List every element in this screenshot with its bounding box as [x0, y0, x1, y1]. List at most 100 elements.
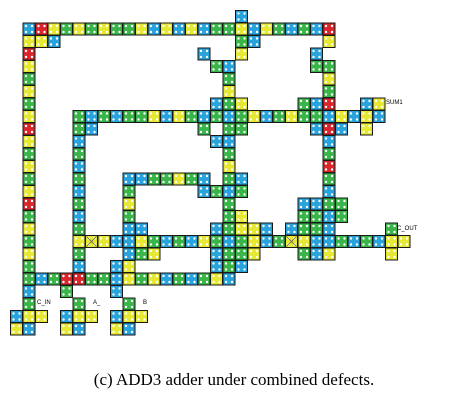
cell-dot	[24, 62, 28, 65]
cell-dot	[62, 24, 65, 28]
cell-dot	[74, 280, 78, 284]
cell-dot	[218, 30, 221, 34]
cell-dot	[318, 105, 321, 109]
cell-dot	[237, 187, 240, 190]
cell-dot	[87, 30, 90, 34]
cell-dot	[343, 212, 346, 215]
cell-dot	[49, 30, 53, 34]
qca-cell	[97, 235, 111, 248]
cell-dot	[30, 299, 34, 303]
cell-dot	[124, 187, 128, 190]
qca-cell	[322, 85, 336, 98]
cell-dot	[224, 262, 228, 265]
cell-dot	[324, 224, 328, 228]
cell-dot	[262, 224, 265, 228]
cell-dot	[318, 224, 321, 228]
qca-cell	[222, 222, 236, 236]
cell-dot	[30, 112, 34, 115]
cell-dot	[230, 237, 234, 240]
cell-dot	[130, 118, 134, 121]
cell-dot	[24, 324, 28, 328]
cell-dot	[149, 180, 153, 184]
cell-dot	[105, 24, 109, 28]
cell-dot	[305, 224, 309, 228]
cell-dot	[49, 37, 53, 40]
cell-dot	[343, 205, 346, 209]
qca-cell	[22, 172, 36, 186]
cell-dot	[24, 130, 28, 134]
cell-dot	[299, 237, 303, 240]
qca-cell	[222, 185, 236, 198]
cell-dot	[237, 174, 240, 178]
cell-dot	[93, 24, 96, 28]
cell-dot	[318, 112, 321, 115]
cell-dot	[312, 124, 315, 128]
cell-dot	[330, 93, 334, 96]
cell-dot	[30, 205, 34, 209]
cell-dot	[312, 99, 315, 103]
cell-dot	[168, 280, 171, 284]
qca-cell	[197, 110, 211, 123]
cell-dot	[318, 249, 321, 253]
cell-dot	[130, 193, 134, 196]
qca-cell	[22, 135, 36, 148]
cell-dot	[237, 37, 240, 40]
cell-dot	[74, 30, 78, 34]
cell-dot	[324, 249, 328, 253]
qca-cell	[72, 210, 86, 223]
cell-dot	[193, 274, 196, 278]
qca-cell	[197, 122, 211, 136]
cell-dot	[243, 112, 246, 115]
cell-dot	[30, 68, 34, 71]
cell-dot	[155, 118, 159, 121]
qca-cell	[297, 197, 311, 211]
cell-dot	[243, 212, 246, 215]
cell-dot	[324, 118, 328, 121]
cell-dot	[324, 205, 328, 209]
cell-dot	[318, 218, 321, 221]
cell-dot	[393, 243, 396, 246]
cell-dot	[187, 274, 190, 278]
cell-dot	[218, 243, 221, 246]
cell-dot	[99, 118, 103, 121]
cell-dot	[174, 118, 178, 121]
cell-dot	[30, 143, 34, 146]
cell-dot	[249, 24, 253, 28]
qca-cell	[347, 110, 361, 123]
cell-dot	[243, 255, 246, 259]
cell-dot	[130, 324, 134, 328]
qca-cell	[322, 72, 336, 86]
cell-dot	[124, 280, 128, 284]
cell-dot	[237, 262, 240, 265]
cell-dot	[30, 130, 34, 134]
cell-dot	[255, 112, 259, 115]
qca-cell	[172, 172, 186, 186]
cell-dot	[243, 43, 246, 46]
cell-dot	[230, 274, 234, 278]
cell-dot	[87, 130, 90, 134]
qca-cell	[22, 97, 36, 111]
cell-dot	[305, 212, 309, 215]
qca-cell	[85, 22, 98, 36]
cell-dot	[149, 112, 153, 115]
cell-dot	[30, 274, 34, 278]
cell-dot	[130, 268, 134, 271]
cell-dot	[393, 255, 396, 259]
cell-dot	[174, 274, 178, 278]
cell-dot	[143, 312, 146, 315]
cell-dot	[30, 187, 34, 190]
qca-cell	[110, 285, 123, 298]
cell-dot	[243, 262, 246, 265]
qca-cell	[97, 22, 111, 36]
cell-dot	[205, 280, 209, 284]
cell-dot	[387, 249, 390, 253]
qca-cell	[235, 110, 248, 123]
qca-cell	[297, 222, 311, 236]
cell-dot	[155, 280, 159, 284]
cell-dot	[355, 112, 359, 115]
qca-cell	[235, 10, 248, 23]
cell-dot	[324, 80, 328, 84]
cell-dot	[74, 112, 78, 115]
cell-dot	[268, 118, 271, 121]
qca-cell	[235, 260, 248, 273]
